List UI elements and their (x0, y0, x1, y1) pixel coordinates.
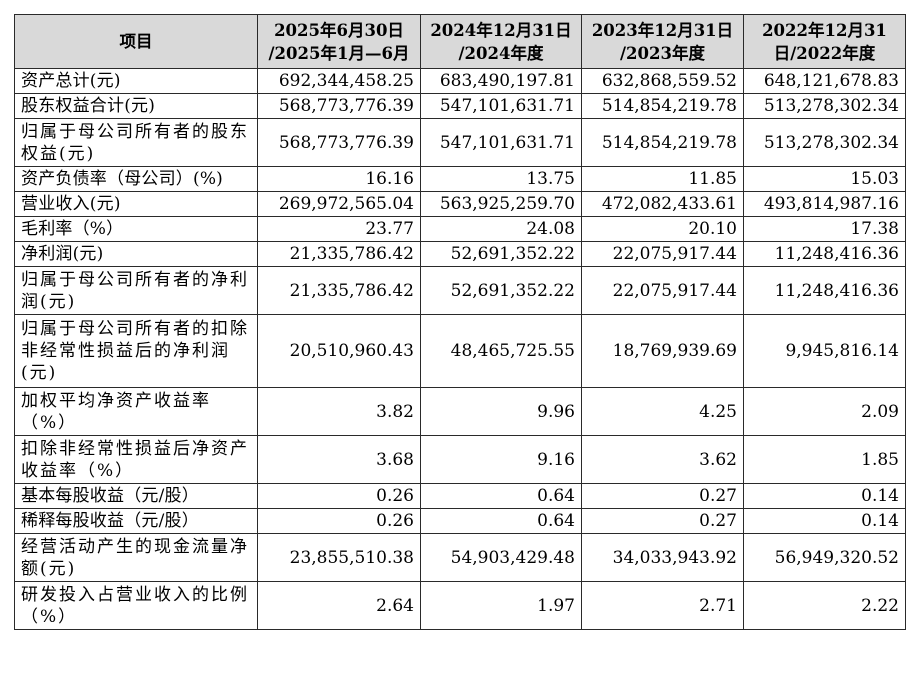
cell-value: 54,903,429.48 (420, 533, 582, 582)
row-label: 基本每股收益（元/股） (14, 483, 258, 509)
cell-value: 24.08 (420, 216, 582, 242)
cell-value: 11,248,416.36 (743, 241, 906, 267)
cell-value: 0.14 (743, 483, 906, 509)
cell-value: 20.10 (581, 216, 744, 242)
cell-value: 9.96 (420, 387, 582, 436)
cell-value: 568,773,776.39 (257, 118, 421, 167)
cell-value: 514,854,219.78 (581, 118, 744, 167)
cell-value: 9.16 (420, 435, 582, 484)
table-row: 股东权益合计(元) 568,773,776.39 547,101,631.71 … (14, 93, 906, 119)
cell-value: 3.68 (257, 435, 421, 484)
row-label: 稀释每股收益（元/股） (14, 508, 258, 534)
header-col-2025h1: 2025年6月30日/2025年1月—6月 (257, 14, 421, 69)
cell-value: 21,335,786.42 (257, 266, 421, 315)
header-col-2022: 2022年12月31 日/2022年度 (743, 14, 906, 69)
cell-value: 2.64 (257, 581, 421, 630)
cell-value: 513,278,302.34 (743, 118, 906, 167)
cell-value: 20,510,960.43 (257, 314, 421, 388)
row-label: 营业收入(元) (14, 191, 258, 217)
table-row: 稀释每股收益（元/股） 0.26 0.64 0.27 0.14 (14, 508, 906, 534)
cell-value: 15.03 (743, 166, 906, 192)
table-row: 营业收入(元) 269,972,565.04 563,925,259.70 47… (14, 191, 906, 217)
cell-value: 23,855,510.38 (257, 533, 421, 582)
cell-value: 4.25 (581, 387, 744, 436)
cell-value: 23.77 (257, 216, 421, 242)
cell-value: 563,925,259.70 (420, 191, 582, 217)
cell-value: 21,335,786.42 (257, 241, 421, 267)
table-row: 研发投入占营业收入的比例（%） 2.64 1.97 2.71 2.22 (14, 581, 906, 630)
cell-value: 692,344,458.25 (257, 68, 421, 94)
table-row: 资产负债率（母公司）(%) 16.16 13.75 11.85 15.03 (14, 166, 906, 192)
cell-value: 568,773,776.39 (257, 93, 421, 119)
cell-value: 11.85 (581, 166, 744, 192)
cell-value: 3.62 (581, 435, 744, 484)
cell-value: 17.38 (743, 216, 906, 242)
cell-value: 18,769,939.69 (581, 314, 744, 388)
cell-value: 0.64 (420, 508, 582, 534)
cell-value: 9,945,816.14 (743, 314, 906, 388)
table-row: 归属于母公司所有者的股东权益(元) 568,773,776.39 547,101… (14, 118, 906, 167)
row-label: 加权平均净资产收益率（%） (14, 387, 258, 436)
financial-summary-table: 项目 2025年6月30日/2025年1月—6月 2024年12月31日/202… (14, 14, 906, 630)
row-label: 资产总计(元) (14, 68, 258, 94)
row-label: 资产负债率（母公司）(%) (14, 166, 258, 192)
row-label: 股东权益合计(元) (14, 93, 258, 119)
table-row: 净利润(元) 21,335,786.42 52,691,352.22 22,07… (14, 241, 906, 267)
cell-value: 52,691,352.22 (420, 266, 582, 315)
row-label: 扣除非经常性损益后净资产收益率（%） (14, 435, 258, 484)
table-row: 加权平均净资产收益率（%） 3.82 9.96 4.25 2.09 (14, 387, 906, 436)
financial-summary-table-wrapper: 项目 2025年6月30日/2025年1月—6月 2024年12月31日/202… (14, 14, 906, 630)
cell-value: 3.82 (257, 387, 421, 436)
cell-value: 0.27 (581, 483, 744, 509)
cell-value: 52,691,352.22 (420, 241, 582, 267)
row-label: 归属于母公司所有者的股东权益(元) (14, 118, 258, 167)
cell-value: 22,075,917.44 (581, 266, 744, 315)
table-row: 毛利率（%） 23.77 24.08 20.10 17.38 (14, 216, 906, 242)
cell-value: 2.22 (743, 581, 906, 630)
cell-value: 1.97 (420, 581, 582, 630)
cell-value: 2.71 (581, 581, 744, 630)
row-label: 归属于母公司所有者的净利润(元) (14, 266, 258, 315)
cell-value: 0.27 (581, 508, 744, 534)
cell-value: 514,854,219.78 (581, 93, 744, 119)
row-label: 经营活动产生的现金流量净额(元) (14, 533, 258, 582)
table-row: 资产总计(元) 692,344,458.25 683,490,197.81 63… (14, 68, 906, 94)
table-row: 基本每股收益（元/股） 0.26 0.64 0.27 0.14 (14, 483, 906, 509)
table-row: 经营活动产生的现金流量净额(元) 23,855,510.38 54,903,42… (14, 533, 906, 582)
cell-value: 547,101,631.71 (420, 93, 582, 119)
cell-value: 0.26 (257, 508, 421, 534)
row-label: 研发投入占营业收入的比例（%） (14, 581, 258, 630)
cell-value: 472,082,433.61 (581, 191, 744, 217)
table-row: 归属于母公司所有者的扣除非经常性损益后的净利润(元) 20,510,960.43… (14, 314, 906, 388)
cell-value: 22,075,917.44 (581, 241, 744, 267)
header-item: 项目 (14, 14, 258, 69)
cell-value: 648,121,678.83 (743, 68, 906, 94)
cell-value: 34,033,943.92 (581, 533, 744, 582)
cell-value: 0.26 (257, 483, 421, 509)
cell-value: 48,465,725.55 (420, 314, 582, 388)
table-row: 归属于母公司所有者的净利润(元) 21,335,786.42 52,691,35… (14, 266, 906, 315)
cell-value: 493,814,987.16 (743, 191, 906, 217)
cell-value: 0.64 (420, 483, 582, 509)
cell-value: 632,868,559.52 (581, 68, 744, 94)
cell-value: 2.09 (743, 387, 906, 436)
cell-value: 269,972,565.04 (257, 191, 421, 217)
cell-value: 11,248,416.36 (743, 266, 906, 315)
cell-value: 13.75 (420, 166, 582, 192)
table-header-row: 项目 2025年6月30日/2025年1月—6月 2024年12月31日/202… (14, 14, 906, 69)
cell-value: 0.14 (743, 508, 906, 534)
row-label: 归属于母公司所有者的扣除非经常性损益后的净利润(元) (14, 314, 258, 388)
row-label: 毛利率（%） (14, 216, 258, 242)
header-col-2023: 2023年12月31日/2023年度 (581, 14, 744, 69)
cell-value: 56,949,320.52 (743, 533, 906, 582)
table-row: 扣除非经常性损益后净资产收益率（%） 3.68 9.16 3.62 1.85 (14, 435, 906, 484)
cell-value: 1.85 (743, 435, 906, 484)
cell-value: 513,278,302.34 (743, 93, 906, 119)
cell-value: 683,490,197.81 (420, 68, 582, 94)
row-label: 净利润(元) (14, 241, 258, 267)
cell-value: 16.16 (257, 166, 421, 192)
header-col-2024: 2024年12月31日/2024年度 (420, 14, 582, 69)
cell-value: 547,101,631.71 (420, 118, 582, 167)
